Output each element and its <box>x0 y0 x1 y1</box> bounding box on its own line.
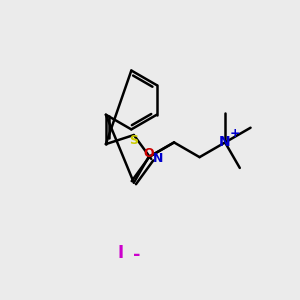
Text: +: + <box>230 127 241 140</box>
Text: O: O <box>143 147 154 160</box>
Text: I: I <box>118 244 124 262</box>
Text: N: N <box>219 135 231 149</box>
Text: S: S <box>129 134 138 147</box>
Text: N: N <box>153 152 164 165</box>
Text: -: - <box>133 245 140 263</box>
